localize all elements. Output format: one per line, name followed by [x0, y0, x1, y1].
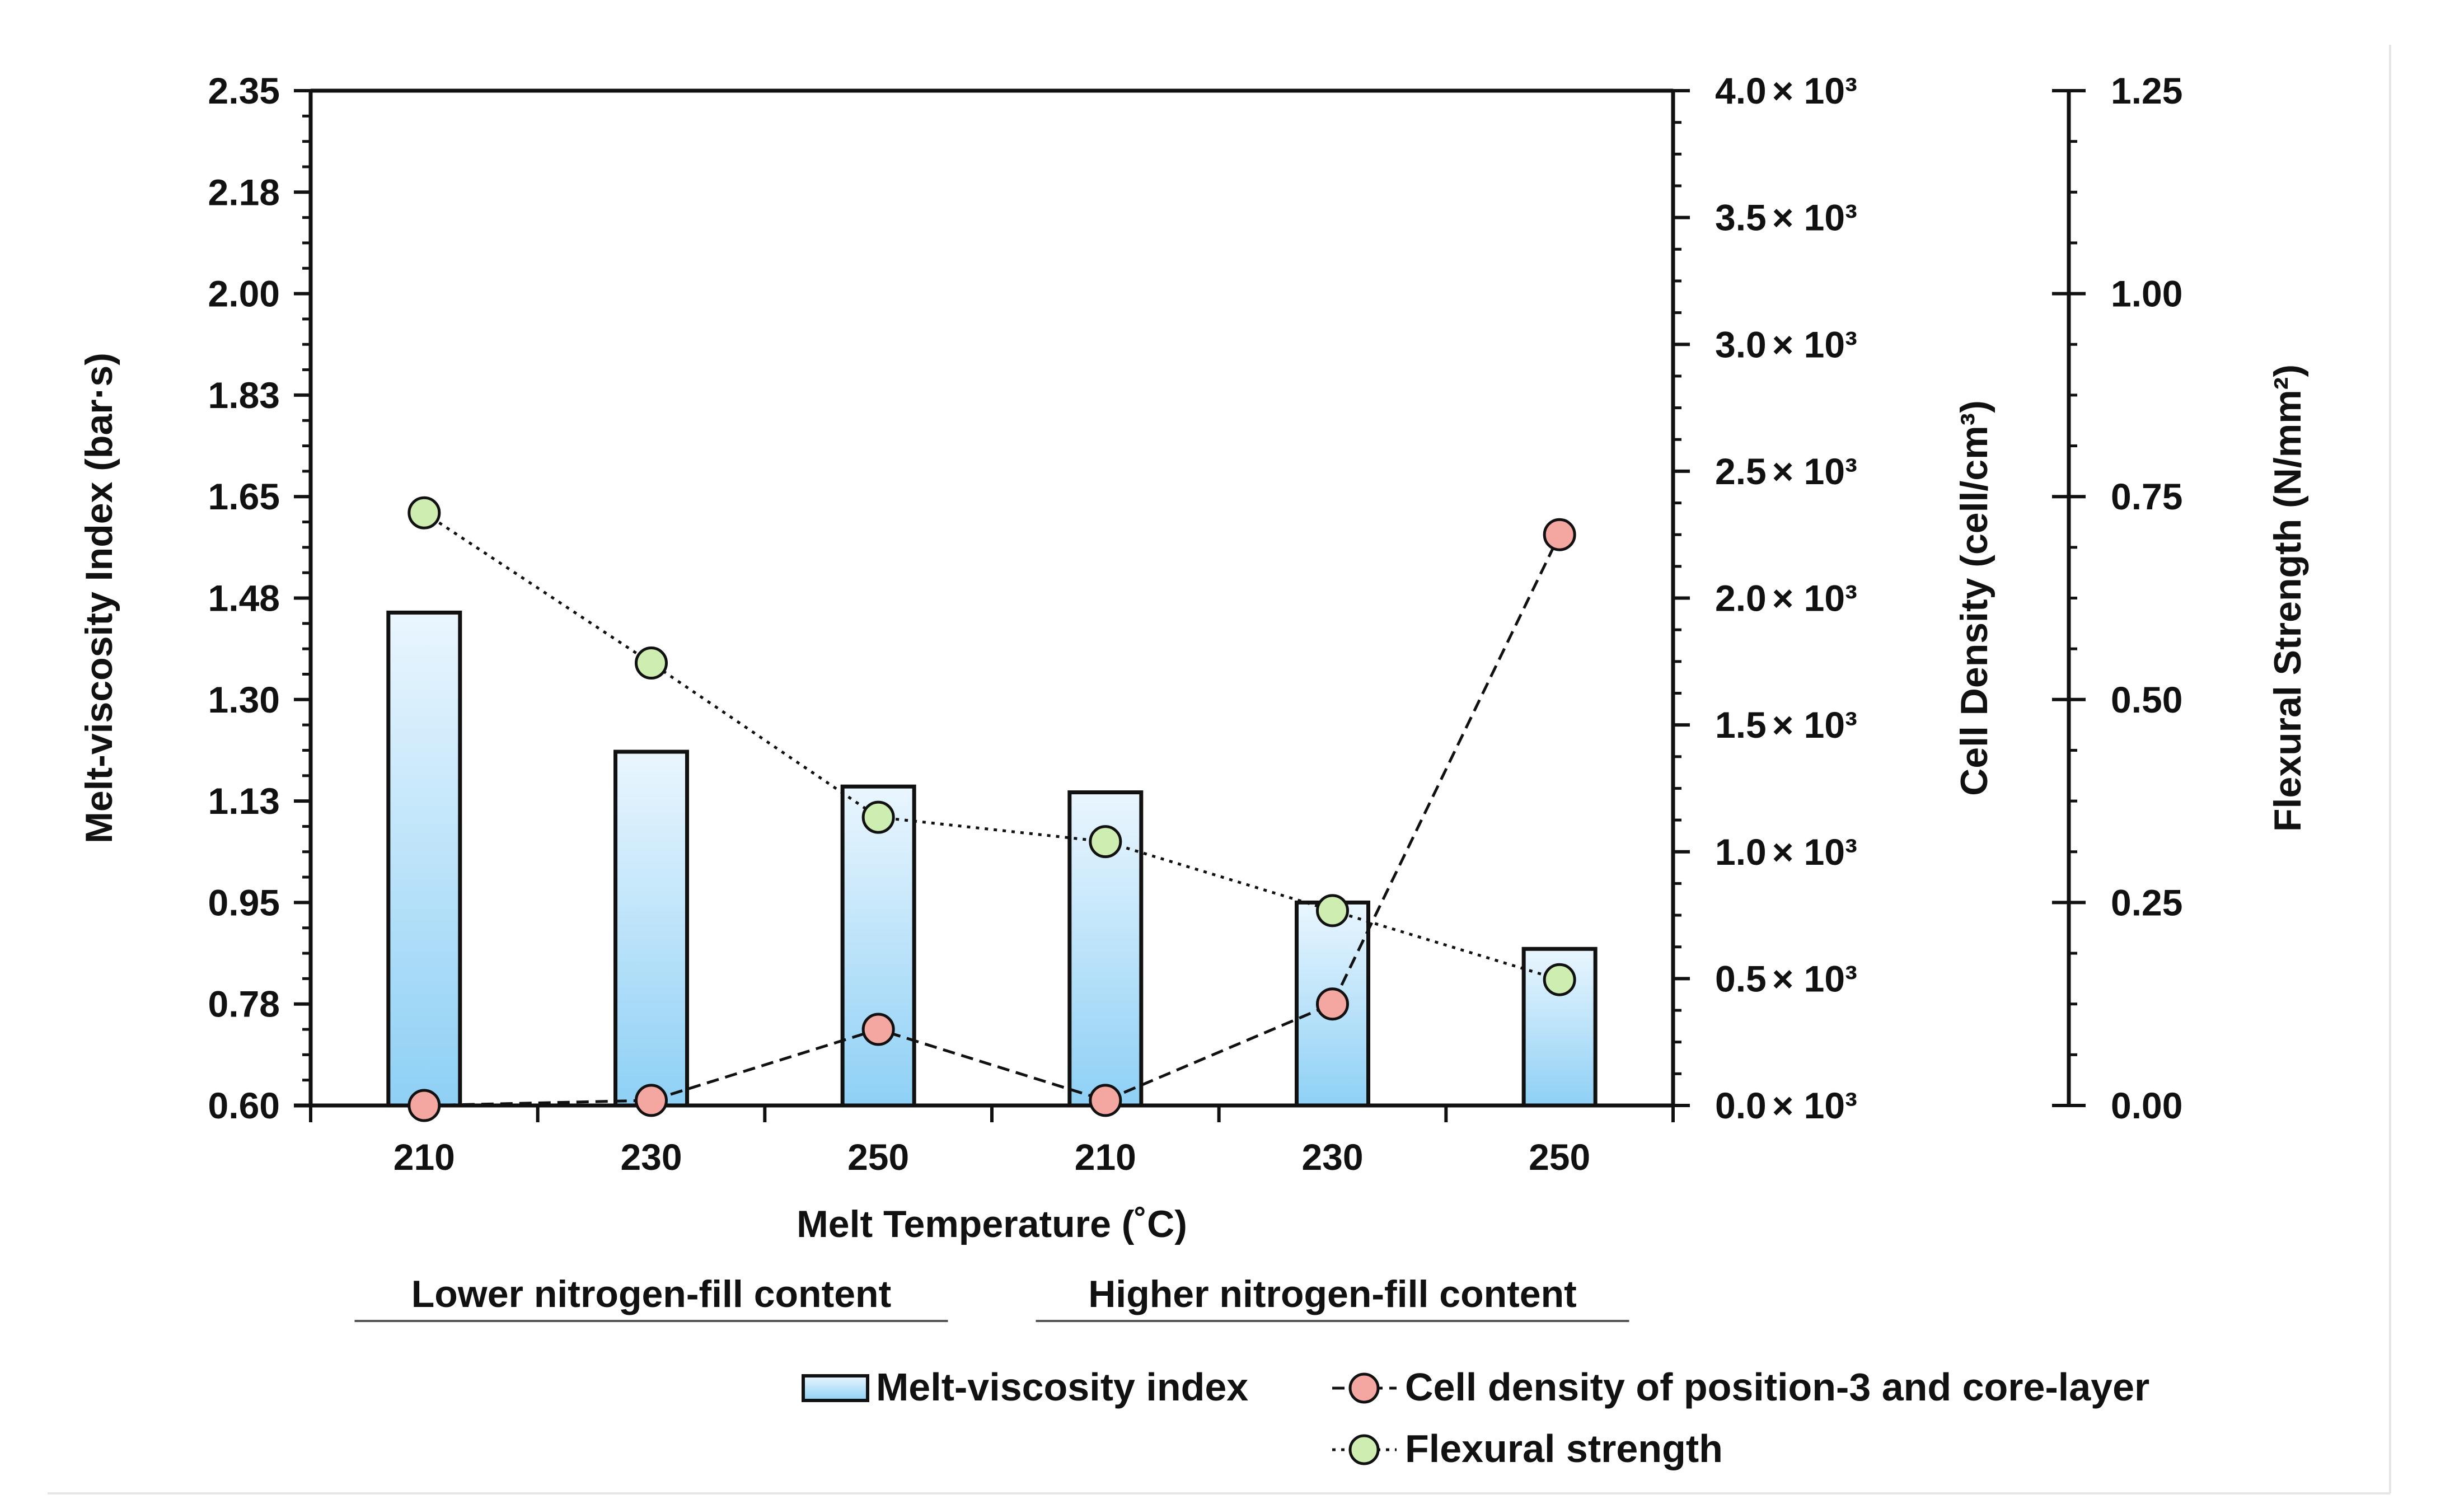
- right1-tick-label: 4.0 × 10³: [1715, 70, 1857, 111]
- viscosity-bar: [386, 610, 462, 1108]
- left-tick-label: 1.83: [208, 374, 280, 416]
- x-tick-label: 250: [847, 1136, 909, 1178]
- legend-marker-flexural: [1348, 1434, 1380, 1465]
- left-tick-label: 0.60: [208, 1085, 280, 1126]
- cell-density-point: [407, 1089, 441, 1122]
- cell-density-point: [1543, 518, 1576, 551]
- cell-density-point: [1316, 987, 1349, 1021]
- flexural-strength-line: [423, 512, 1560, 981]
- right1-tick-suffix: × 10³: [1772, 704, 1857, 746]
- x-axis-title: Melt Temperature (˚C): [797, 1203, 1187, 1245]
- x-tick-label: 210: [1075, 1136, 1136, 1178]
- right2-tick-label: 0.50: [2111, 679, 2182, 720]
- right1-tick-label: 0.0 × 10³: [1715, 1085, 1857, 1126]
- x-tick-label: 230: [1301, 1136, 1363, 1178]
- cell-density-line: [424, 534, 1561, 1107]
- right1-tick-label: 1.0 × 10³: [1715, 831, 1857, 873]
- left-tick-label: 1.48: [208, 578, 280, 619]
- legend-label-viscosity: Melt-viscosity index: [876, 1365, 1248, 1409]
- right1-tick-suffix: × 10³: [1772, 1085, 1857, 1126]
- right1-tick-label: 0.5 × 10³: [1715, 958, 1857, 999]
- right1-tick-suffix: × 10³: [1772, 958, 1857, 999]
- left-tick-label: 1.30: [208, 679, 280, 720]
- left-axis-title: Melt-viscosity Index (bar·s): [78, 353, 120, 844]
- cell-density-point: [861, 1013, 895, 1046]
- right1-tick-suffix: × 10³: [1772, 831, 1857, 873]
- right2-axis-title: Flexural Strength (N/mm²): [2266, 364, 2309, 832]
- x-tick-label: 210: [394, 1136, 455, 1178]
- cell-density-point: [1089, 1084, 1122, 1117]
- flexural-strength-point: [1543, 963, 1576, 996]
- right1-tick-label: 2.5 × 10³: [1715, 451, 1857, 492]
- right2-tick-label: 0.00: [2111, 1085, 2182, 1126]
- group-label: Higher nitrogen-fill content: [1088, 1273, 1577, 1315]
- x-tick-label: 250: [1529, 1136, 1590, 1178]
- right1-tick-label: 3.5 × 10³: [1715, 197, 1857, 238]
- left-tick-label: 1.13: [208, 780, 280, 822]
- viscosity-bar: [840, 784, 916, 1108]
- right1-tick-label: 3.0 × 10³: [1715, 324, 1857, 365]
- right1-tick-label: 2.0 × 10³: [1715, 578, 1857, 619]
- viscosity-bar: [613, 749, 689, 1108]
- flexural-strength-point: [1089, 825, 1122, 859]
- right1-tick-suffix: × 10³: [1772, 451, 1857, 492]
- flexural-strength-point: [861, 800, 895, 834]
- right2-tick-label: 1.00: [2111, 273, 2182, 315]
- group-label: Lower nitrogen-fill content: [411, 1273, 892, 1315]
- right1-tick-suffix: × 10³: [1772, 70, 1857, 111]
- legend-swatch-viscosity: [802, 1374, 869, 1402]
- right1-tick-label: 1.5 × 10³: [1715, 704, 1857, 746]
- right2-tick-label: 0.25: [2111, 882, 2182, 923]
- left-tick-label: 0.78: [208, 983, 280, 1025]
- left-tick-label: 2.00: [208, 273, 280, 315]
- right1-tick-suffix: × 10³: [1772, 324, 1857, 365]
- left-tick-label: 0.95: [208, 882, 280, 923]
- left-tick-label: 2.18: [208, 171, 280, 213]
- x-tick-label: 230: [620, 1136, 682, 1178]
- flexural-strength-point: [1316, 894, 1349, 927]
- legend-label-cell-density: Cell density of position-3 and core-laye…: [1405, 1365, 2149, 1409]
- right2-tick-label: 0.75: [2111, 476, 2182, 517]
- right2-tick-label: 1.25: [2111, 70, 2182, 111]
- left-tick-label: 2.35: [208, 70, 280, 111]
- flexural-strength-point: [407, 496, 441, 530]
- legend-marker-cell-density: [1348, 1372, 1380, 1404]
- right1-tick-suffix: × 10³: [1772, 197, 1857, 238]
- legend-label-flexural: Flexural strength: [1405, 1427, 1723, 1470]
- flexural-strength-point: [635, 646, 668, 680]
- right1-axis-title: Cell Density (cell/cm³): [1953, 400, 1995, 796]
- cell-density-point: [635, 1084, 668, 1117]
- left-tick-label: 1.65: [208, 476, 280, 517]
- right1-tick-suffix: × 10³: [1772, 578, 1857, 619]
